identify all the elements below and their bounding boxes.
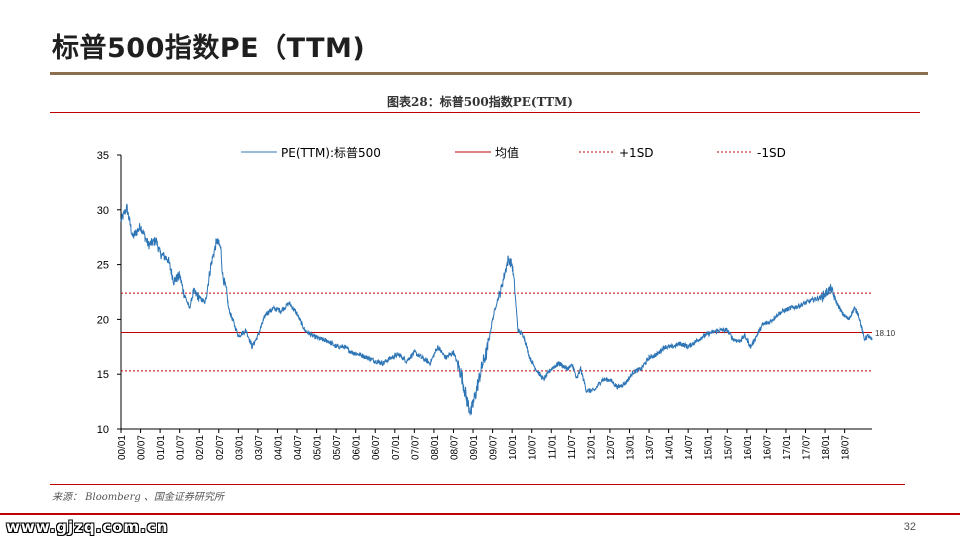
y-tick-label: 15 bbox=[97, 369, 109, 381]
x-tick-label: 18/07 bbox=[841, 435, 852, 460]
y-tick-label: 20 bbox=[97, 314, 109, 326]
x-tick-label: 00/01 bbox=[117, 435, 128, 460]
x-tick-label: 12/01 bbox=[586, 435, 597, 460]
x-tick-label: 17/01 bbox=[782, 435, 793, 460]
x-tick-label: 14/07 bbox=[684, 435, 695, 460]
x-tick-label: 08/01 bbox=[430, 435, 441, 460]
x-tick-label: 07/07 bbox=[410, 435, 421, 460]
legend-label-1: 均值 bbox=[495, 145, 519, 160]
x-tick-label: 03/07 bbox=[254, 435, 265, 460]
x-tick-label: 05/07 bbox=[332, 435, 343, 460]
chart-axes: 10 15 20 25 30 35 00/01 00/07 01/01 01/07 02/01 02/… bbox=[97, 150, 872, 460]
x-tick-label: 01/07 bbox=[176, 435, 187, 460]
x-tick-label: 07/01 bbox=[391, 435, 402, 460]
chart-annotations: 18.10 bbox=[875, 329, 896, 338]
y-tick-label: 25 bbox=[97, 260, 109, 272]
x-tick-label: 03/01 bbox=[234, 435, 245, 460]
x-tick-label: 18/01 bbox=[821, 435, 832, 460]
x-tick-label: 09/07 bbox=[489, 435, 500, 460]
x-tick-label: 16/07 bbox=[762, 435, 773, 460]
legend-label-2: +1SD bbox=[619, 146, 654, 160]
x-tick-label: 05/01 bbox=[313, 435, 324, 460]
chart-legend: PE(TTM):标普500 均值 +1SD -1SD bbox=[241, 145, 786, 160]
y-tick-label: 30 bbox=[97, 205, 109, 217]
x-tick-label: 06/07 bbox=[371, 435, 382, 460]
x-tick-label: 02/01 bbox=[195, 435, 206, 460]
x-tick-label: 13/07 bbox=[645, 435, 656, 460]
footer-divider bbox=[0, 513, 960, 515]
x-tick-label: 00/07 bbox=[137, 435, 148, 460]
pe-series bbox=[120, 203, 873, 417]
caption-divider bbox=[50, 112, 920, 113]
legend-label-0: PE(TTM):标普500 bbox=[281, 146, 381, 160]
x-tick-label: 10/01 bbox=[508, 435, 519, 460]
x-tick-label: 15/01 bbox=[704, 435, 715, 460]
source-divider bbox=[50, 484, 905, 485]
x-tick-label: 16/01 bbox=[743, 435, 754, 460]
page-number: 32 bbox=[903, 521, 916, 533]
x-tick-label: 14/01 bbox=[665, 435, 676, 460]
page-title: 标普500指数PE（TTM) bbox=[52, 33, 366, 64]
x-tick-label: 13/01 bbox=[625, 435, 636, 460]
source-note: 来源： Bloomberg 、国金证券研究所 bbox=[52, 492, 224, 503]
end-value-label: 18.10 bbox=[875, 329, 896, 338]
x-tick-label: 11/01 bbox=[547, 435, 558, 460]
x-tick-label: 11/07 bbox=[567, 435, 578, 460]
legend-label-3: -1SD bbox=[757, 146, 786, 160]
figure-caption: 图表28：标普500指数PE(TTM) bbox=[387, 95, 573, 109]
x-tick-label: 01/01 bbox=[156, 435, 167, 460]
x-tick-label: 08/07 bbox=[449, 435, 460, 460]
x-tick-label: 09/01 bbox=[469, 435, 480, 460]
title-divider bbox=[50, 72, 928, 75]
x-tick-label: 10/07 bbox=[528, 435, 539, 460]
x-tick-label: 02/07 bbox=[215, 435, 226, 460]
x-tick-label: 04/01 bbox=[273, 435, 284, 460]
x-tick-label: 15/07 bbox=[723, 435, 734, 460]
x-tick-label: 17/07 bbox=[802, 435, 813, 460]
y-tick-label: 35 bbox=[97, 150, 109, 162]
x-tick-label: 04/07 bbox=[293, 435, 304, 460]
site-watermark: www.gjzq.com.cn bbox=[6, 518, 169, 536]
y-tick-label: 10 bbox=[97, 424, 109, 436]
x-tick-label: 12/07 bbox=[606, 435, 617, 460]
pe-series-line bbox=[120, 203, 873, 417]
x-tick-label: 06/01 bbox=[352, 435, 363, 460]
